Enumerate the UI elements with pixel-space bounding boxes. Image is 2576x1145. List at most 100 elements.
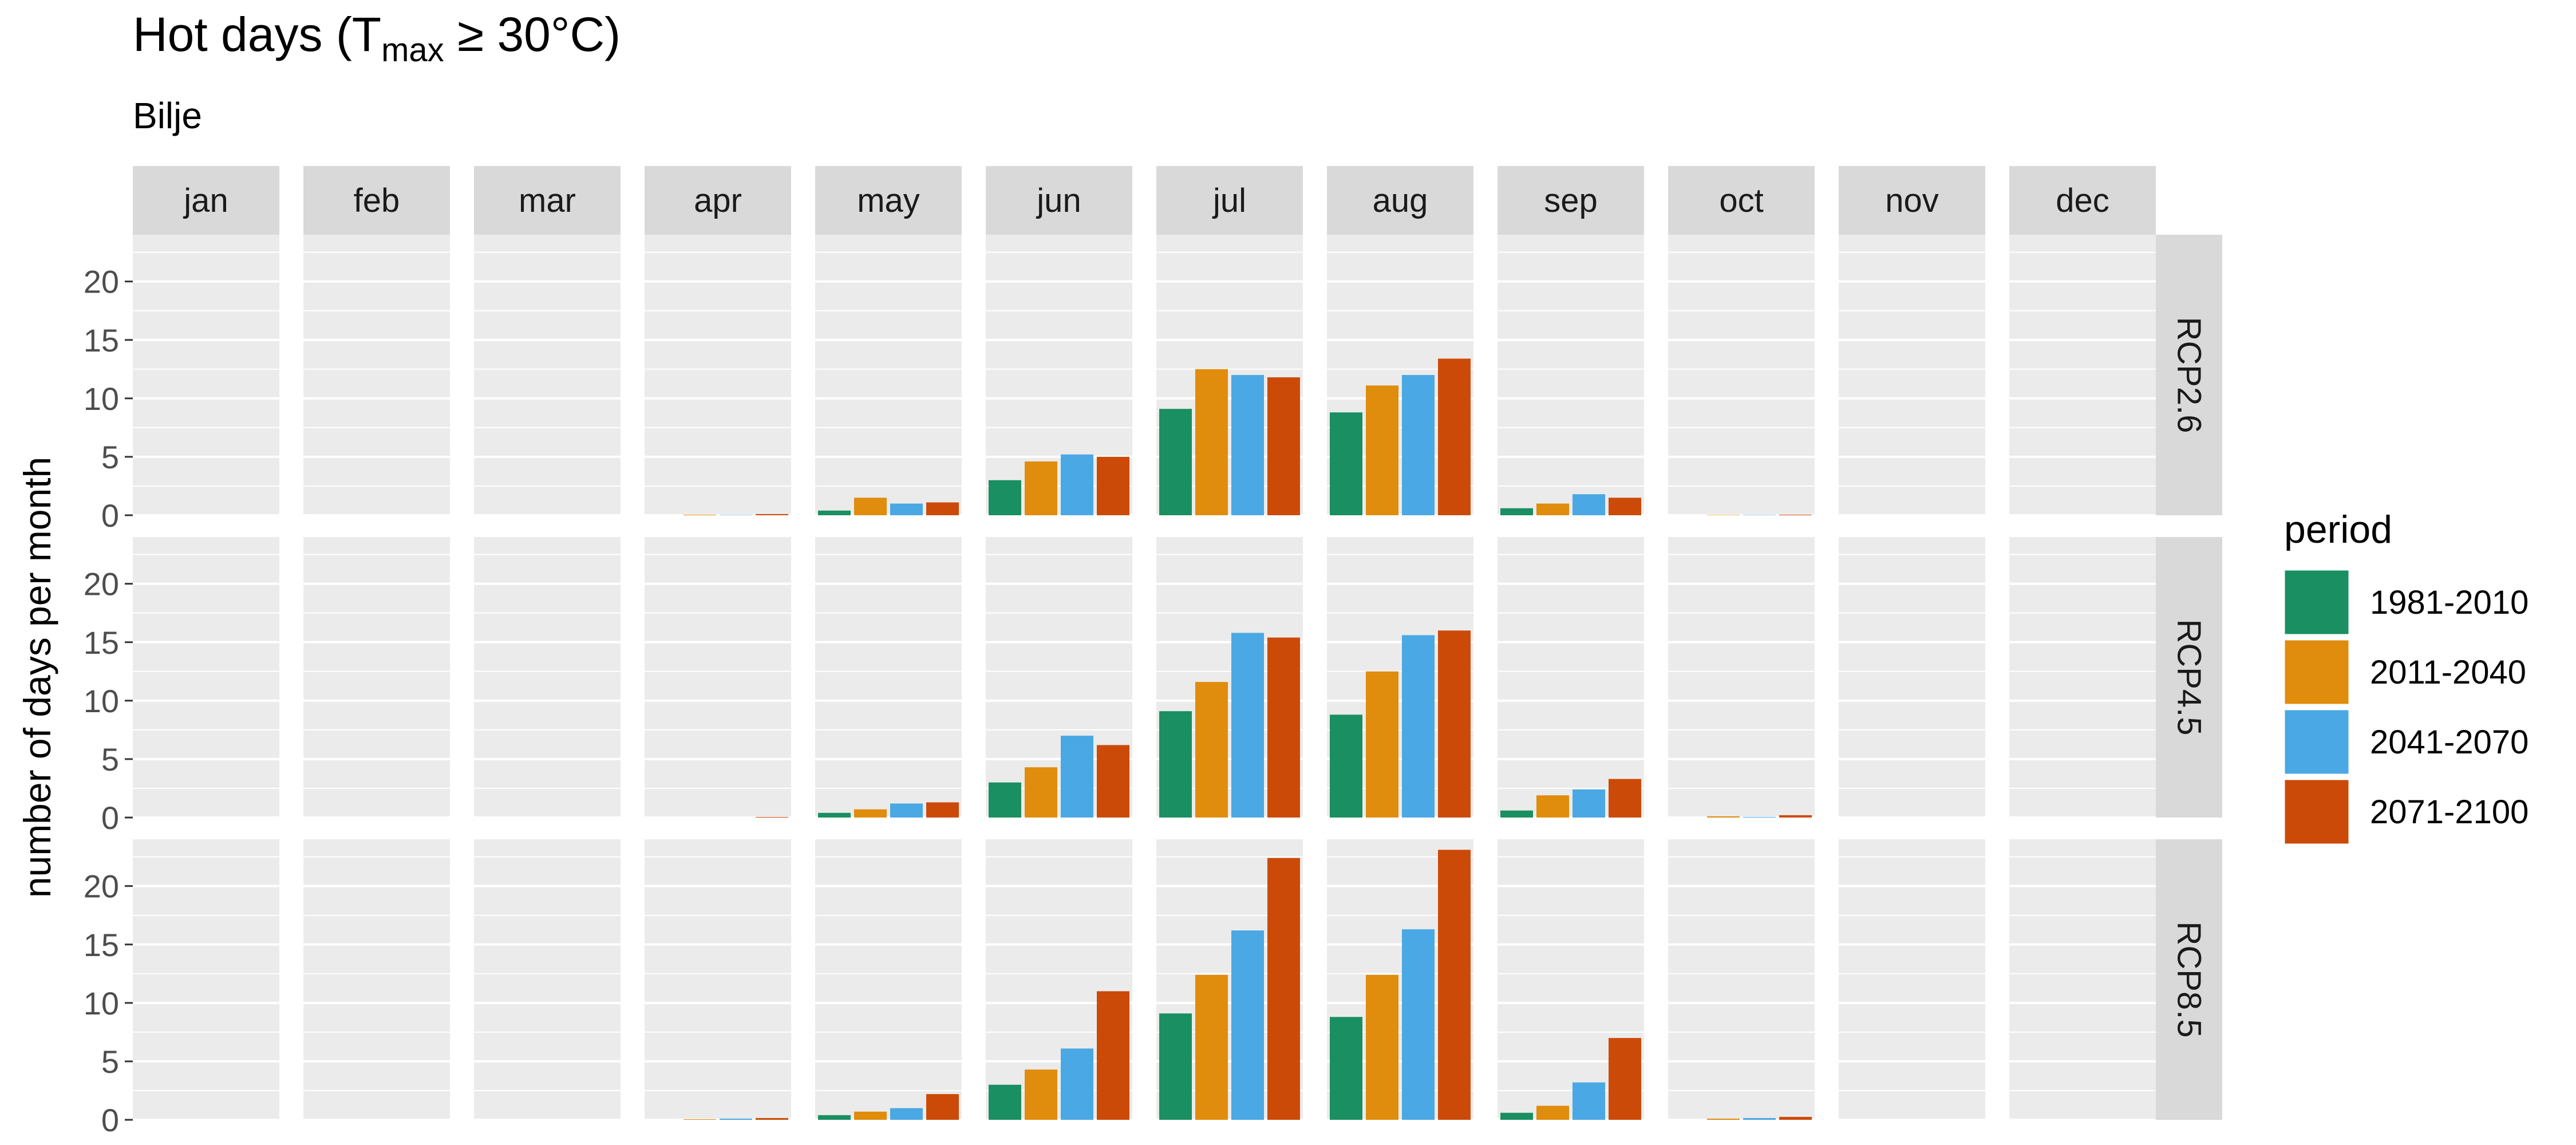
bar-RCP2.6-sep-2011-2040 [1536,503,1569,515]
y-tick-label: 20 [84,868,119,905]
facet-strip-may [815,166,962,235]
chart-subtitle: Bilje [133,95,202,136]
bar-RCP2.6-jun-1981-2010 [989,480,1021,515]
legend-key [2283,778,2350,846]
panel-background [474,235,621,515]
facet-strip-label: RCP8.5 [2171,921,2208,1037]
facet-strip-nov [1839,166,1985,235]
legend-label: 2071-2100 [2370,793,2528,831]
legend-label: 1981-2010 [2370,584,2528,621]
panel-background [133,839,279,1120]
panel-background [303,839,450,1120]
facet-strip-label: apr [694,182,742,219]
facet-strip-oct [1668,166,1815,235]
bar-RCP2.6-sep-1981-2010 [1500,508,1533,515]
bar-RCP8.5-sep-2071-2100 [1609,1038,1641,1120]
facet-strip-label: aug [1373,182,1428,219]
facet-strip-label: RCP4.5 [2171,619,2208,735]
bar-RCP8.5-jun-1981-2010 [989,1084,1021,1120]
panel-background [1668,537,1815,818]
facet-strip-label: feb [354,182,400,219]
bar-RCP2.6-may-2041-2070 [890,503,923,515]
bar-RCP8.5-aug-2071-2100 [1438,850,1471,1120]
facet-strip-jan [133,166,279,235]
bar-RCP8.5-sep-2041-2070 [1573,1082,1605,1120]
panel-background [1668,839,1815,1120]
bar-RCP2.6-jun-2041-2070 [1061,454,1093,515]
bar-RCP4.5-aug-2071-2100 [1438,630,1471,818]
panel-background [815,537,962,818]
y-tick-label: 0 [101,800,119,836]
bar-RCP8.5-aug-2041-2070 [1402,929,1435,1120]
bar-RCP8.5-jul-2011-2040 [1195,974,1228,1120]
facet-strip-apr [645,166,791,235]
y-tick-label: 0 [101,1102,119,1138]
y-tick-label: 20 [84,566,119,602]
bar-RCP4.5-sep-2041-2070 [1573,789,1605,818]
panel-background [1498,537,1644,818]
panel-background [815,839,962,1120]
y-tick-label: 15 [84,322,119,358]
bar-RCP8.5-apr-2071-2100 [756,1118,788,1120]
bar-RCP2.6-sep-2071-2100 [1609,498,1641,515]
panel-background [1839,235,1985,515]
bar-RCP8.5-jul-2041-2070 [1231,930,1264,1120]
bar-RCP4.5-jul-2071-2100 [1267,637,1300,818]
facet-strip-mar [474,166,621,235]
bar-RCP2.6-aug-2071-2100 [1438,358,1471,515]
bar-RCP4.5-may-2041-2070 [890,803,923,818]
bar-RCP4.5-jul-2011-2040 [1195,682,1228,818]
panel-background [1839,537,1985,818]
panel-background [133,235,279,515]
facet-strip-RCP8.5 [2156,839,2222,1120]
panel-background [815,235,962,515]
bar-RCP8.5-oct-2071-2100 [1779,1116,1812,1120]
y-tick-label: 20 [84,264,119,300]
chart-title: Hot days (Tmax ≥ 30°C) [133,7,621,69]
bar-RCP8.5-jun-2041-2070 [1061,1048,1093,1120]
bar-RCP8.5-sep-1981-2010 [1500,1112,1533,1120]
panel-background [1498,235,1644,515]
bar-RCP4.5-may-1981-2010 [818,812,851,818]
y-tick-label: 5 [101,439,119,475]
bar-RCP4.5-aug-1981-2010 [1330,714,1362,818]
legend-title: period [2284,508,2392,551]
panel-background [133,537,279,818]
bar-RCP4.5-jun-2041-2070 [1061,736,1093,818]
bar-RCP2.6-jul-2041-2070 [1231,375,1264,515]
bar-RCP4.5-jun-1981-2010 [989,782,1021,818]
facet-strip-label: jul [1212,182,1246,219]
facet-strip-label: may [857,182,920,219]
legend-key [2283,568,2350,636]
panel-background [2009,235,2156,515]
bar-RCP2.6-jul-2071-2100 [1267,377,1300,515]
bar-RCP8.5-oct-2011-2040 [1707,1118,1740,1120]
panel-background [303,235,450,515]
facet-strip-jun [986,166,1132,235]
facet-strip-jul [1156,166,1303,235]
bar-RCP2.6-jul-1981-2010 [1159,409,1192,515]
bar-RCP4.5-sep-2071-2100 [1609,779,1641,818]
y-tick-label: 0 [101,498,119,534]
bar-RCP2.6-sep-2041-2070 [1573,494,1605,515]
y-axis-title: number of days per month [16,457,58,898]
bar-RCP8.5-oct-2041-2070 [1743,1118,1776,1120]
facet-strip-label: dec [2056,182,2109,219]
panel-background [645,537,791,818]
panel-background [645,235,791,515]
panel-background [303,537,450,818]
panel-background [2009,537,2156,818]
bar-RCP4.5-jun-2011-2040 [1025,767,1057,818]
y-tick-label: 15 [84,625,119,661]
bar-RCP8.5-jun-2071-2100 [1097,991,1129,1120]
bar-RCP2.6-may-2011-2040 [854,498,887,515]
bar-RCP4.5-aug-2041-2070 [1402,635,1435,818]
bar-RCP8.5-jul-1981-2010 [1159,1013,1192,1120]
bar-RCP2.6-jul-2011-2040 [1195,369,1228,515]
bar-RCP8.5-jul-2071-2100 [1267,858,1300,1120]
facet-strip-label: nov [1885,182,1939,219]
panel-background [645,839,791,1120]
facet-strip-aug [1327,166,1473,235]
y-tick-label: 10 [84,683,119,719]
